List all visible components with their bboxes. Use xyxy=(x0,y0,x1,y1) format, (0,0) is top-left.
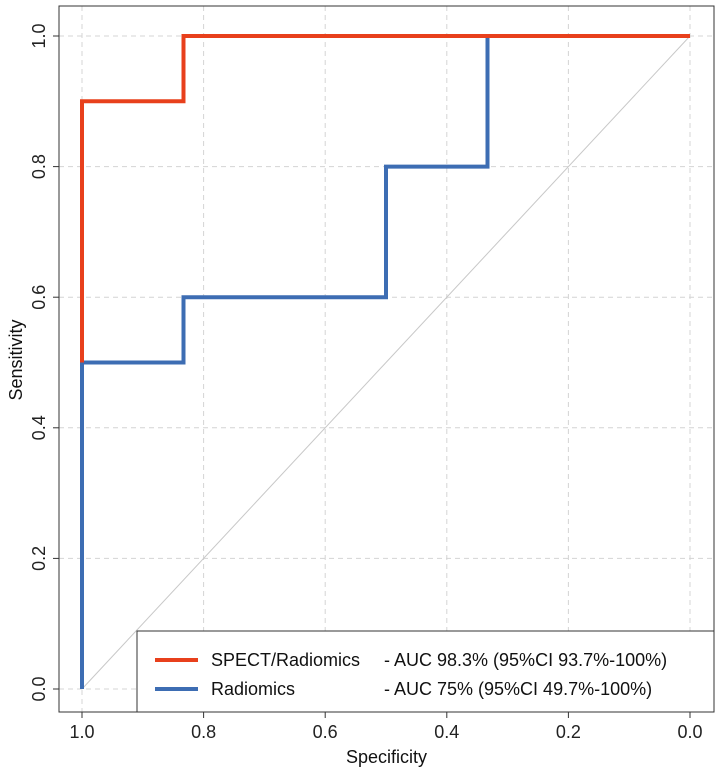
x-tick-label: 1.0 xyxy=(69,722,94,742)
y-axis-title: Sensitivity xyxy=(6,319,26,400)
series-group xyxy=(80,34,690,689)
x-tick-label: 0.8 xyxy=(191,722,216,742)
y-tick-label: 1.0 xyxy=(29,23,49,48)
legend-desc-radiomics: - AUC 75% (95%CI 49.7%-100%) xyxy=(384,679,652,699)
x-tick-label: 0.6 xyxy=(313,722,338,742)
legend-label-spect-radiomics: SPECT/Radiomics xyxy=(211,650,360,670)
grid xyxy=(59,6,714,712)
y-tick-label: 0.0 xyxy=(29,676,49,701)
plot-frame xyxy=(58,5,715,713)
y-tick-label: 0.8 xyxy=(29,154,49,179)
y-tick-label: 0.4 xyxy=(29,415,49,440)
y-tick-label: 0.2 xyxy=(29,546,49,571)
x-axis-title: Specificity xyxy=(346,747,427,767)
legend-label-radiomics: Radiomics xyxy=(211,679,295,699)
legend: SPECT/Radiomics - AUC 98.3% (95%CI 93.7%… xyxy=(136,630,715,713)
y-axis: 0.0 0.2 0.4 0.6 0.8 1.0 xyxy=(29,23,59,702)
legend-desc-spect-radiomics: - AUC 98.3% (95%CI 93.7%-100%) xyxy=(384,650,667,670)
y-tick-label: 0.6 xyxy=(29,285,49,310)
x-tick-label: 0.2 xyxy=(556,722,581,742)
series-line-radiomics xyxy=(80,34,690,689)
series-line-spect-radiomics xyxy=(80,34,690,363)
x-axis: 1.0 0.8 0.6 0.4 0.2 0.0 xyxy=(69,712,703,742)
x-tick-label: 0.4 xyxy=(434,722,459,742)
reference-diagonal-line xyxy=(81,35,691,690)
x-tick-label: 0.0 xyxy=(677,722,702,742)
legend-box xyxy=(136,630,715,713)
